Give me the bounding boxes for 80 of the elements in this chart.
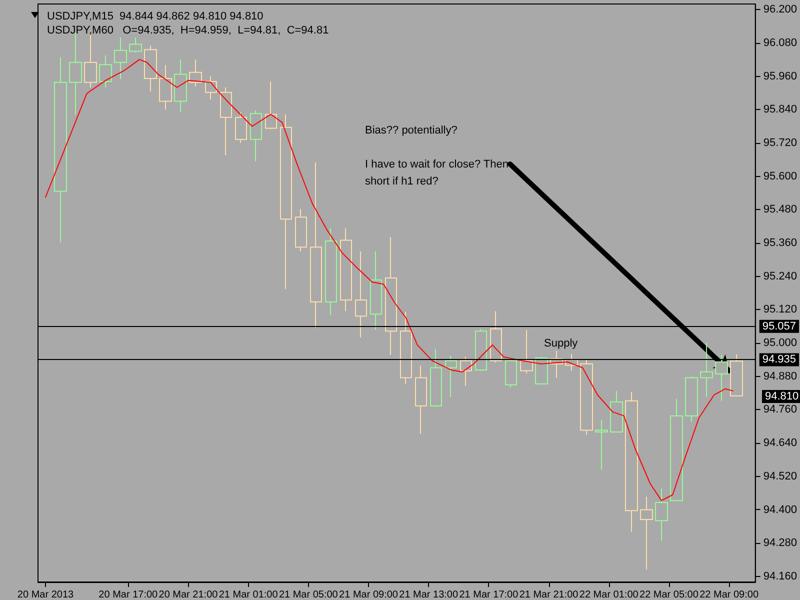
candlestick [715,354,728,402]
y-tick-label: 96.200 [763,4,798,16]
candlestick [625,391,638,532]
x-tick-label: 20 Mar 2013 [17,590,74,600]
x-tick-label: 21 Mar 13:00 [399,590,458,600]
candlestick [144,45,157,92]
candlestick [295,208,307,252]
candlestick [610,390,623,432]
text: USDJPY,M15 94.844 94.862 94.810 94.810 [47,10,264,22]
candlestick [490,310,502,363]
candlestick [700,342,713,398]
x-tick-label: 21 Mar 09:00 [339,590,398,600]
x-tick-label: 21 Mar 21:00 [519,590,579,600]
candlestick [415,365,427,434]
y-tick-label: 95.960 [763,70,798,82]
x-tick-label: 20 Mar 17:00 [98,590,158,600]
candlestick [505,358,517,388]
line-series [45,59,734,502]
annotation: Supply [544,338,578,350]
candlestick [475,328,487,372]
candlestick [730,354,743,396]
y-tick-label: 95.360 [763,236,798,249]
y-tick-label: 96.080 [763,36,798,49]
x-tick-label: 21 Mar 05:00 [278,590,338,600]
candlestick [159,64,172,110]
candlestick [325,228,337,316]
candlestick [280,114,292,290]
candlestick [640,496,653,570]
candlestick [430,348,442,408]
x-tick-label: 21 Mar 01:00 [218,590,278,600]
y-tick-label: 94.880 [763,370,798,382]
ref-line-label: 95.057 [762,320,796,332]
x-tick-label: 22 Mar 05:00 [640,590,699,600]
candlestick [655,488,668,542]
y-tick-label: 94.760 [763,404,798,416]
x-tick-label: 21 Mar 17:00 [459,590,519,600]
candlestick [460,356,472,386]
x-tick-label: 22 Mar 01:00 [579,590,639,600]
candlestick [220,86,232,156]
x-tick-label: 20 Mar 21:00 [158,590,218,600]
y-tick-label: 94.160 [763,570,798,582]
y-tick-label: 95.000 [763,337,798,350]
candlestick [685,376,698,422]
candlestick [265,81,277,130]
annotation: I have to wait for close? Then short if h1 red? [365,158,512,188]
text: 94.810 [765,390,799,402]
candlestick [340,228,352,312]
y-tick-label: 95.720 [763,136,798,149]
candlestick [250,110,262,162]
candlestick [520,329,533,374]
y-tick-label: 95.840 [763,104,798,116]
y-tick-label: 94.280 [763,537,798,550]
candlestick [355,250,367,338]
y-tick-label: 95.600 [763,170,798,182]
text: USDJPY,M60 O=94.935, H=94.959, L=94.81, C=94.81 [47,24,329,36]
y-tick-label: 95.240 [763,270,798,282]
candlestick [189,59,202,88]
candlestick [114,36,127,80]
candlestick [54,56,67,243]
candlestick [670,398,683,502]
candlestick [580,359,593,436]
y-tick-label: 94.400 [763,504,798,516]
candlestick [235,112,247,144]
candlestick [310,162,322,329]
candlestick [385,236,397,356]
y-tick-label: 94.520 [763,470,798,482]
y-tick-label: 95.480 [763,204,798,216]
ref-line-label: 94.935 [762,354,796,366]
candlestick [400,311,412,384]
annotation: Bias?? potentially? [365,124,458,136]
candlestick [595,419,608,470]
candlestick [99,54,112,88]
y-tick-label: 95.120 [763,304,798,316]
candlestick [129,36,142,54]
candlestick [535,356,548,386]
candlestick [370,250,382,330]
candlestick [445,355,457,398]
x-tick-label: 22 Mar 09:00 [700,590,759,600]
y-tick-label: 94.640 [763,437,798,450]
candlestick [174,59,187,113]
